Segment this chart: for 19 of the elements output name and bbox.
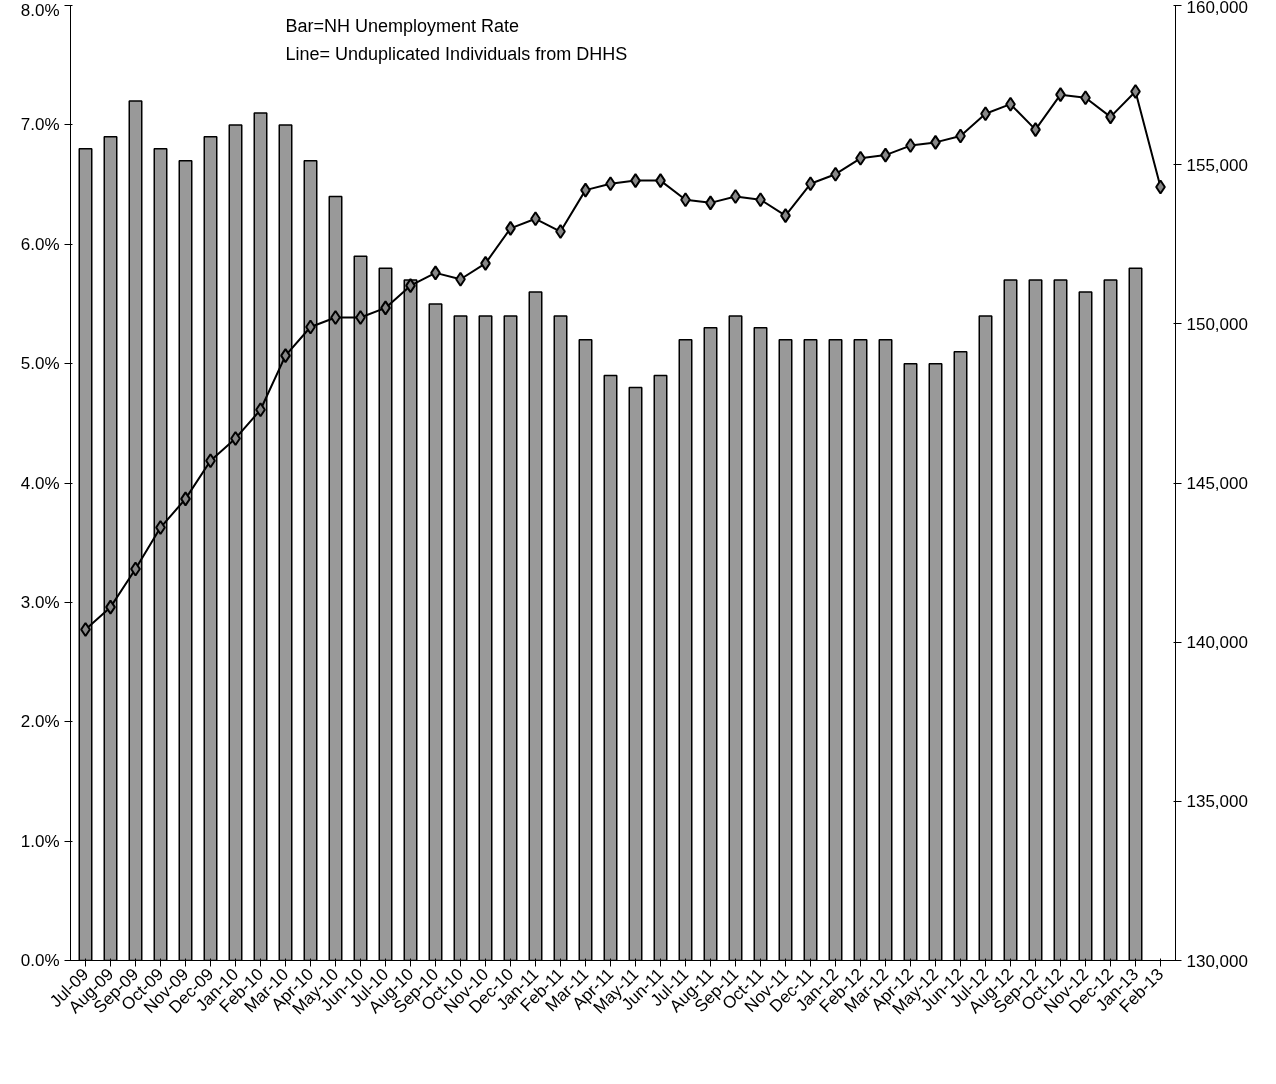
y-tick-label: 3.0% (20, 592, 60, 612)
y-tick-label: 0.0% (20, 951, 60, 970)
y2-tick-label: 145,000 (1186, 474, 1248, 493)
y2-tick-label: 160,000 (1186, 0, 1248, 17)
point (730, 189, 741, 204)
y2-tick-label: 140,000 (1186, 633, 1248, 653)
annotation: Bar=NH Unemployment Rate (285, 15, 520, 36)
y2-tick-label: 130,000 (1186, 951, 1248, 971)
y-tick-label: 8.0% (20, 0, 60, 20)
y-tick-label: 5.0% (20, 354, 60, 374)
y-tick-label: 4.0% (20, 473, 60, 493)
annotation: Line= Unduplicated Individuals from DHHS (285, 43, 628, 64)
y-tick-label: 7.0% (20, 115, 60, 135)
y-tick-label: 6.0% (20, 234, 60, 254)
y2-tick-label: 135,000 (1186, 792, 1248, 812)
y2-tick-label: 155,000 (1186, 155, 1248, 175)
y-tick-label: 2.0% (20, 712, 60, 732)
y2-tick-label: 150,000 (1186, 314, 1248, 334)
y-tick-label: 1.0% (20, 831, 60, 851)
